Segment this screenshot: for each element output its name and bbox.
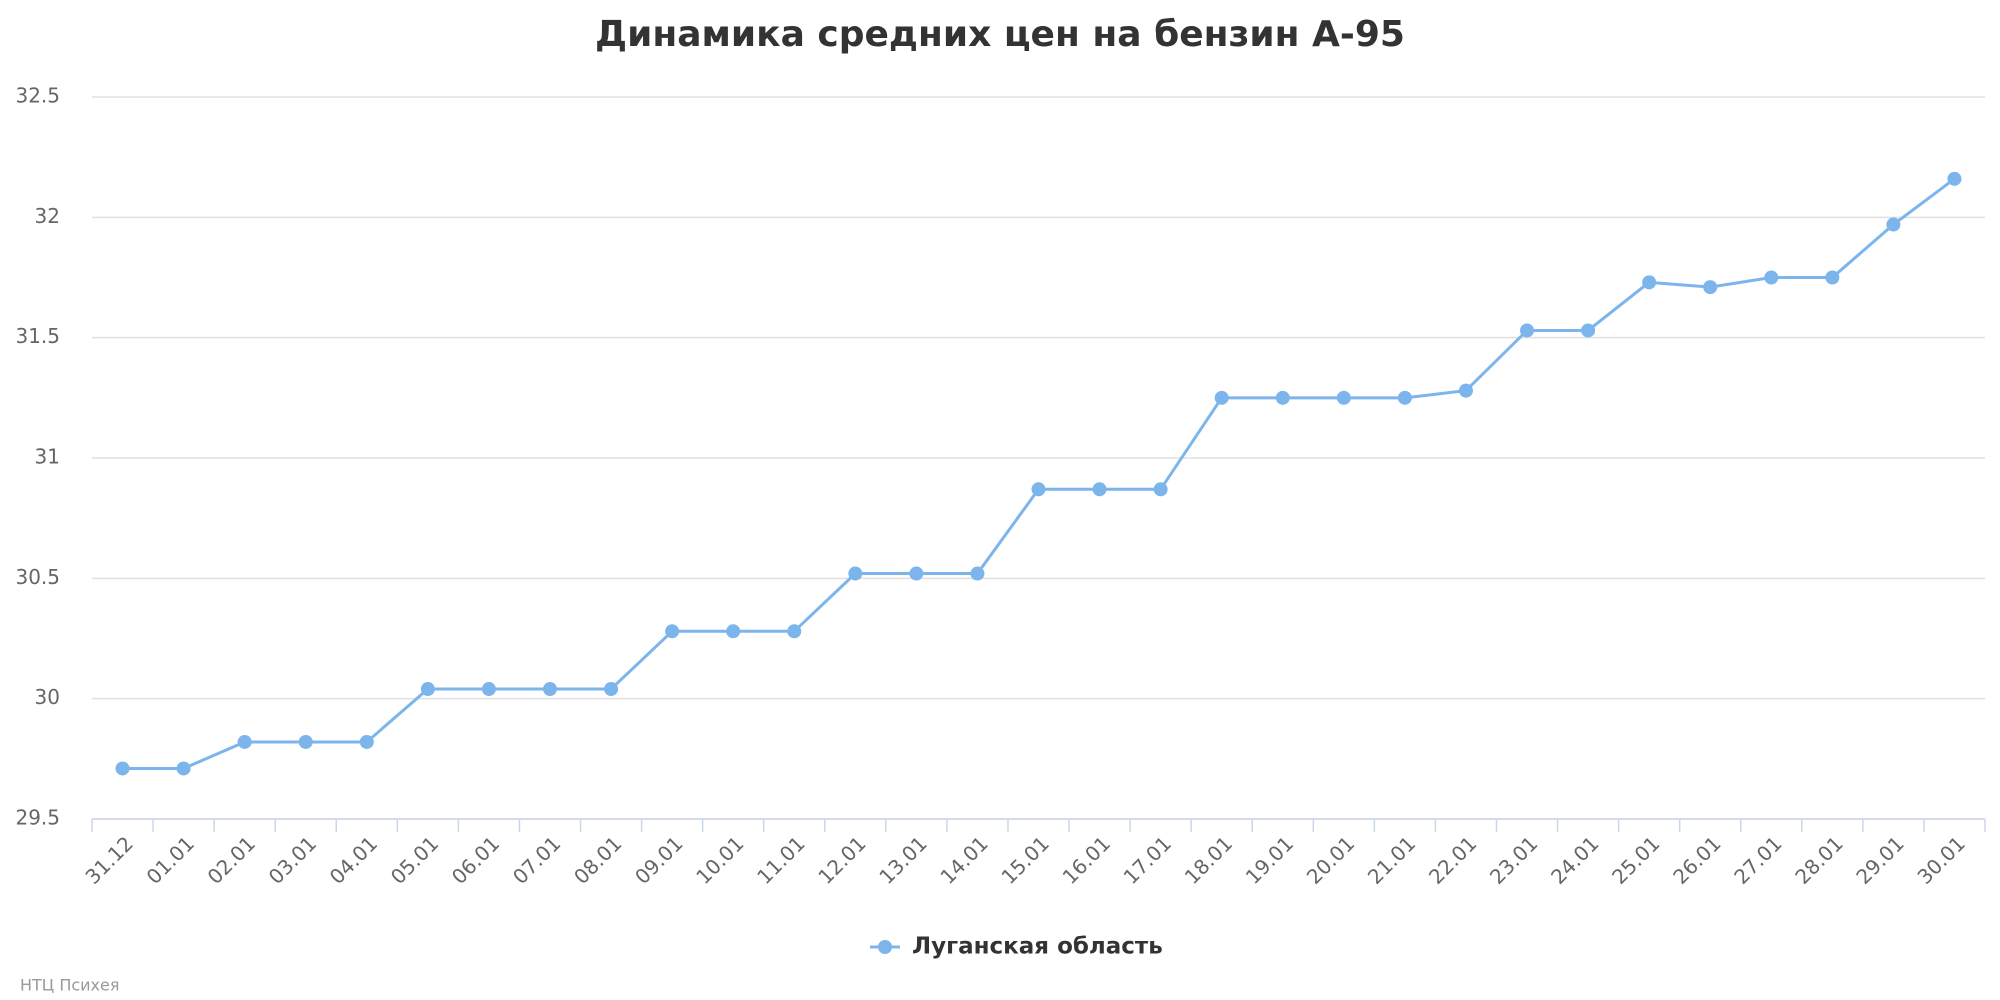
y-tick-label: 30 <box>35 685 60 709</box>
x-tick-label: 31.12 <box>80 831 137 888</box>
x-tick-label: 25.01 <box>1607 831 1664 888</box>
point <box>1703 280 1718 295</box>
credit: НТЦ Психея <box>20 976 119 995</box>
x-tick-label: 22.01 <box>1424 831 1481 888</box>
y-tick-label: 29.5 <box>15 806 60 830</box>
point <box>1458 383 1473 398</box>
point <box>542 682 557 697</box>
x-tick-label: 18.01 <box>1180 831 1237 888</box>
point <box>787 624 802 639</box>
point <box>359 734 374 749</box>
x-tick-label: 07.01 <box>508 831 565 888</box>
x-tick-label: 19.01 <box>1241 831 1298 888</box>
x-tick-label: 01.01 <box>142 831 199 888</box>
point <box>420 682 435 697</box>
x-tick-label: 21.01 <box>1363 831 1420 888</box>
x-tick-label: 03.01 <box>264 831 321 888</box>
point <box>1336 390 1351 405</box>
x-tick-label: 24.01 <box>1546 831 1603 888</box>
point <box>298 734 313 749</box>
x-tick-label: 11.01 <box>752 831 809 888</box>
point <box>1581 323 1596 338</box>
x-tick-label: 23.01 <box>1485 831 1542 888</box>
x-tick-label: 06.01 <box>447 831 504 888</box>
point <box>970 566 985 581</box>
point <box>909 566 924 581</box>
point <box>1825 270 1840 285</box>
line <box>122 177 1956 770</box>
point <box>115 761 130 776</box>
x-tick-label: 14.01 <box>935 831 992 888</box>
point <box>176 761 191 776</box>
x-tick-label: 13.01 <box>874 831 931 888</box>
x-tick-label: 17.01 <box>1119 831 1176 888</box>
x-tick-label: 27.01 <box>1729 831 1786 888</box>
x-tick-label: 29.01 <box>1851 831 1908 888</box>
y-tick-label: 32.5 <box>15 84 60 108</box>
point <box>604 682 619 697</box>
legend-label: Луганская область <box>912 934 1163 960</box>
chart-title: Динамика средних цен на бензин А-95 <box>595 14 1405 55</box>
point <box>665 624 680 639</box>
x-tick-label: 16.01 <box>1058 831 1115 888</box>
point <box>1153 482 1168 497</box>
y-tick-label: 31.5 <box>15 324 60 348</box>
point <box>848 566 863 581</box>
point <box>1031 482 1046 497</box>
point <box>1642 275 1657 290</box>
y-tick-label: 32 <box>35 204 60 228</box>
x-tick-label: 08.01 <box>569 831 626 888</box>
x-tick-label: 04.01 <box>325 831 382 888</box>
point <box>726 624 741 639</box>
x-tick-label: 30.01 <box>1912 831 1969 888</box>
x-tick-label: 15.01 <box>996 831 1053 888</box>
point <box>1214 390 1229 405</box>
y-tick-label: 30.5 <box>15 565 60 589</box>
x-tick-label: 02.01 <box>203 831 260 888</box>
legend-marker <box>878 940 892 954</box>
point <box>1397 390 1412 405</box>
point <box>1886 217 1901 232</box>
x-tick-label: 09.01 <box>630 831 687 888</box>
x-tick-label: 12.01 <box>813 831 870 888</box>
point <box>237 734 252 749</box>
x-tick-label: 26.01 <box>1668 831 1725 888</box>
point <box>1520 323 1535 338</box>
x-tick-label: 28.01 <box>1790 831 1847 888</box>
point <box>1092 482 1107 497</box>
x-tick-label: 10.01 <box>691 831 748 888</box>
point <box>481 682 496 697</box>
y-tick-label: 31 <box>35 445 60 469</box>
point <box>1947 171 1962 186</box>
x-tick-label: 20.01 <box>1302 831 1359 888</box>
point <box>1764 270 1779 285</box>
point <box>1275 390 1290 405</box>
x-tick-label: 05.01 <box>386 831 443 888</box>
